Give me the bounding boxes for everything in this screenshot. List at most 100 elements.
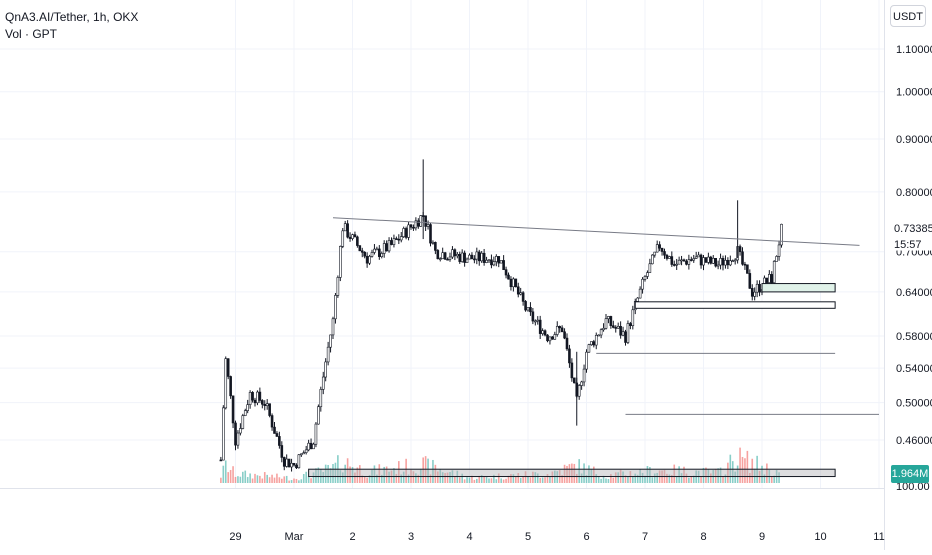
volume-bar-54 (351, 467, 354, 483)
candle-body-24 (278, 436, 281, 446)
volume-bar-86 (429, 474, 432, 483)
candle-body-45 (329, 334, 332, 348)
candle-body-1 (222, 407, 225, 461)
volume-bar-99 (461, 473, 463, 483)
candle-body-81 (417, 220, 420, 227)
volume-bar-57 (359, 465, 361, 483)
legend-symbol[interactable]: QnA3.AI/Tether, 1h, OKX (5, 10, 139, 24)
volume-bar-110 (488, 478, 490, 483)
volume-axis-tick: 100.00 (896, 481, 930, 493)
candle-body-209 (729, 260, 732, 266)
candle-body-100 (463, 252, 466, 263)
volume-bar-117 (505, 478, 507, 483)
volume-bar-124 (522, 476, 524, 483)
candle-body-129 (534, 320, 537, 323)
volume-bar-19 (266, 474, 268, 483)
candle-body-206 (721, 258, 725, 266)
legend-volume[interactable]: Vol · GPT (5, 27, 58, 41)
volume-bar-89 (437, 471, 439, 483)
volume-bar-149 (583, 463, 585, 483)
volume-bar-44 (327, 464, 329, 483)
trendline-0 (332, 217, 860, 246)
volume-bar-190 (683, 466, 685, 483)
candle-body-19 (265, 403, 269, 407)
candle-body-196 (697, 254, 700, 258)
volume-bar-80 (415, 473, 417, 483)
volume-bar-6 (234, 476, 237, 483)
volume-bar-3 (227, 472, 229, 483)
candle-body-190 (682, 259, 686, 262)
volume-bar-103 (471, 475, 473, 483)
volume-bar-130 (536, 473, 539, 483)
candle-body-51 (343, 223, 347, 232)
volume-bar-58 (361, 475, 364, 483)
candle-body-208 (726, 260, 730, 266)
volume-bar-82 (419, 468, 422, 483)
volume-bar-169 (632, 476, 634, 483)
volume-bar-68 (385, 466, 388, 483)
candle-body-47 (334, 295, 337, 320)
volume-bar-118 (507, 475, 510, 483)
candle-body-148 (580, 381, 583, 386)
candle-body-171 (636, 297, 639, 302)
zone-white-2 (634, 301, 836, 309)
volume-bar-140 (561, 475, 563, 483)
candle-body-105 (475, 251, 479, 260)
volume-bar-88 (434, 464, 437, 483)
candle-body-211 (733, 259, 737, 262)
candle-body-87 (431, 242, 435, 244)
volume-bar-187 (675, 475, 678, 483)
candle-body-4 (229, 376, 232, 397)
volume-bar-36 (307, 475, 310, 483)
candle-body-73 (397, 238, 401, 241)
candle-body-176 (648, 263, 652, 273)
volume-bar-32 (298, 480, 300, 483)
candle-body-8 (239, 428, 242, 434)
volume-bar-55 (354, 472, 356, 483)
volume-bar-142 (566, 465, 568, 483)
candle-body-193 (690, 259, 693, 261)
volume-bar-56 (356, 467, 359, 483)
candle-body-201 (709, 256, 713, 264)
y-tick-label-8: 0.50000 (896, 398, 932, 410)
volume-bar-208 (727, 462, 729, 483)
volume-bar-179 (656, 472, 658, 483)
volume-bar-121 (515, 476, 517, 483)
volume-bar-120 (512, 474, 515, 483)
candle-body-128 (531, 311, 535, 322)
candle-body-225 (768, 274, 771, 283)
candle-body-194 (692, 258, 696, 261)
x-tick-label-7: 7 (642, 531, 648, 543)
volume-bar-105 (476, 478, 478, 483)
candle-body-140 (560, 327, 564, 333)
candle-body-165 (621, 331, 625, 336)
zone-grey-3 (308, 468, 836, 478)
volume-bar-43 (324, 464, 327, 483)
candle-body-63 (373, 248, 376, 253)
currency-button[interactable]: USDT (890, 5, 926, 27)
candle-body-69 (387, 240, 391, 252)
volume-bar-215 (744, 458, 746, 483)
x-tick-label-6: 6 (583, 531, 589, 543)
volume-bar-138 (556, 471, 559, 483)
volume-bar-61 (368, 475, 371, 483)
candle-body-164 (619, 326, 622, 336)
candle-body-59 (363, 251, 366, 257)
volume-bar-213 (739, 447, 741, 483)
candle-body-15 (256, 391, 259, 404)
volume-bar-151 (588, 465, 590, 483)
candle-body-56 (356, 236, 359, 246)
volume-bar-51 (344, 464, 346, 483)
candle-body-27 (285, 458, 288, 467)
candle-body-160 (609, 316, 613, 326)
candle-body-199 (704, 257, 708, 263)
volume-bar-167 (627, 477, 629, 483)
volume-bar-17 (261, 478, 264, 483)
volume-bar-64 (376, 474, 378, 483)
y-tick-label-9: 0.46000 (896, 435, 932, 447)
candle-body-121 (514, 278, 518, 288)
volume-bar-107 (480, 475, 483, 483)
candle-body-10 (243, 410, 247, 416)
